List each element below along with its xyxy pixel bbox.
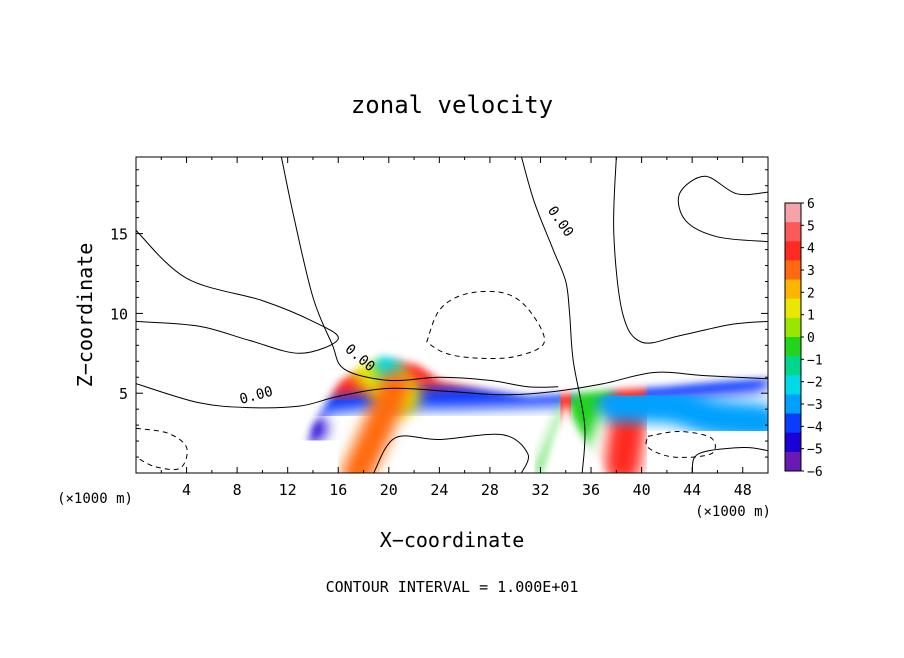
colorbar-label: −2 (807, 376, 823, 391)
contour-lines (136, 157, 768, 473)
x-tick-label: 24 (430, 481, 448, 499)
colorbar-swatch (785, 413, 801, 434)
x-tick-label: 16 (329, 481, 347, 499)
contour-interval-note: CONTOUR INTERVAL = 1.000E+01 (326, 578, 579, 596)
colorbar-swatch (785, 356, 801, 376)
colorbar-label: 4 (807, 242, 815, 257)
x-tick-label: 8 (233, 481, 242, 499)
colorbar-label: 2 (807, 286, 815, 301)
colorbar-swatch (785, 241, 801, 261)
colorbar-label: −3 (807, 398, 823, 413)
chart-title: zonal velocity (351, 91, 553, 119)
colorbar-swatch (785, 203, 801, 223)
field-neutral-region (540, 402, 602, 473)
colorbar-swatch (785, 451, 801, 472)
field-band (598, 386, 768, 440)
colorbar-swatch (785, 260, 801, 281)
colorbar-label: 1 (807, 309, 815, 324)
y-tick-label: 15 (110, 226, 128, 244)
x-tick-label: 4 (182, 481, 191, 499)
x-tick-label: 40 (633, 481, 651, 499)
x-axis-label: X−coordinate (380, 528, 525, 552)
plot-frame (135, 156, 769, 474)
x-axis: 4 8 12 16 20 24 28 32 36 40 44 48 (160, 157, 752, 499)
x-tick-label: 48 (734, 481, 752, 499)
contour-line-dashed (426, 290, 545, 360)
field-neutral-region (528, 157, 613, 370)
x-tick-label: 32 (531, 481, 549, 499)
colorbar-label: 3 (807, 264, 815, 279)
contour-line-solid (613, 157, 768, 344)
x-tick-label: 44 (683, 481, 701, 499)
x-tick-label: 20 (380, 481, 398, 499)
y-tick-label: 5 (119, 385, 128, 403)
colorbar-swatch (785, 375, 801, 395)
x-tick-label: 36 (582, 481, 600, 499)
contour-line-solid (280, 157, 559, 388)
colorbar-swatch (785, 279, 801, 300)
field-neutral-region (136, 157, 768, 473)
colorbar-swatch (785, 298, 801, 319)
contour-line-dashed (136, 427, 188, 471)
colorbar-label: −6 (807, 465, 823, 480)
colorbar-swatch (785, 432, 801, 453)
contour-line-solid (136, 371, 768, 409)
contour-line-solid (521, 157, 586, 473)
colorbar: 6 5 4 3 2 1 0 −1 −2 −3 −4 −5 −6 (784, 197, 823, 480)
contour-line-solid (691, 446, 768, 473)
colorbar-swatch (785, 394, 801, 415)
x-unit-label-right: (×1000 m) (695, 504, 771, 520)
colorbar-label: −5 (807, 443, 823, 458)
contour-line-solid (136, 230, 339, 354)
contour-line-dashed (645, 430, 716, 458)
colorbar-label: 0 (807, 331, 815, 346)
contour-line-solid (677, 175, 768, 243)
colorbar-label: 6 (807, 197, 815, 212)
colorbar-label: 5 (807, 219, 815, 234)
colorbar-swatch (785, 222, 801, 242)
x-unit-label-left: (×1000 m) (57, 491, 133, 507)
contour-line-solid (373, 433, 529, 473)
colorbar-label: −1 (807, 353, 823, 368)
colorbar-label: −4 (807, 420, 823, 435)
heatmap-field (136, 157, 768, 473)
y-tick-label: 10 (110, 305, 128, 323)
x-tick-label: 12 (279, 481, 297, 499)
colorbar-swatch (785, 317, 801, 338)
y-axis: 5 10 15 (110, 169, 768, 458)
y-axis-label: Z−coordinate (73, 243, 97, 388)
field-band (342, 371, 411, 473)
x-tick-label: 28 (481, 481, 499, 499)
colorbar-swatch (785, 337, 801, 357)
